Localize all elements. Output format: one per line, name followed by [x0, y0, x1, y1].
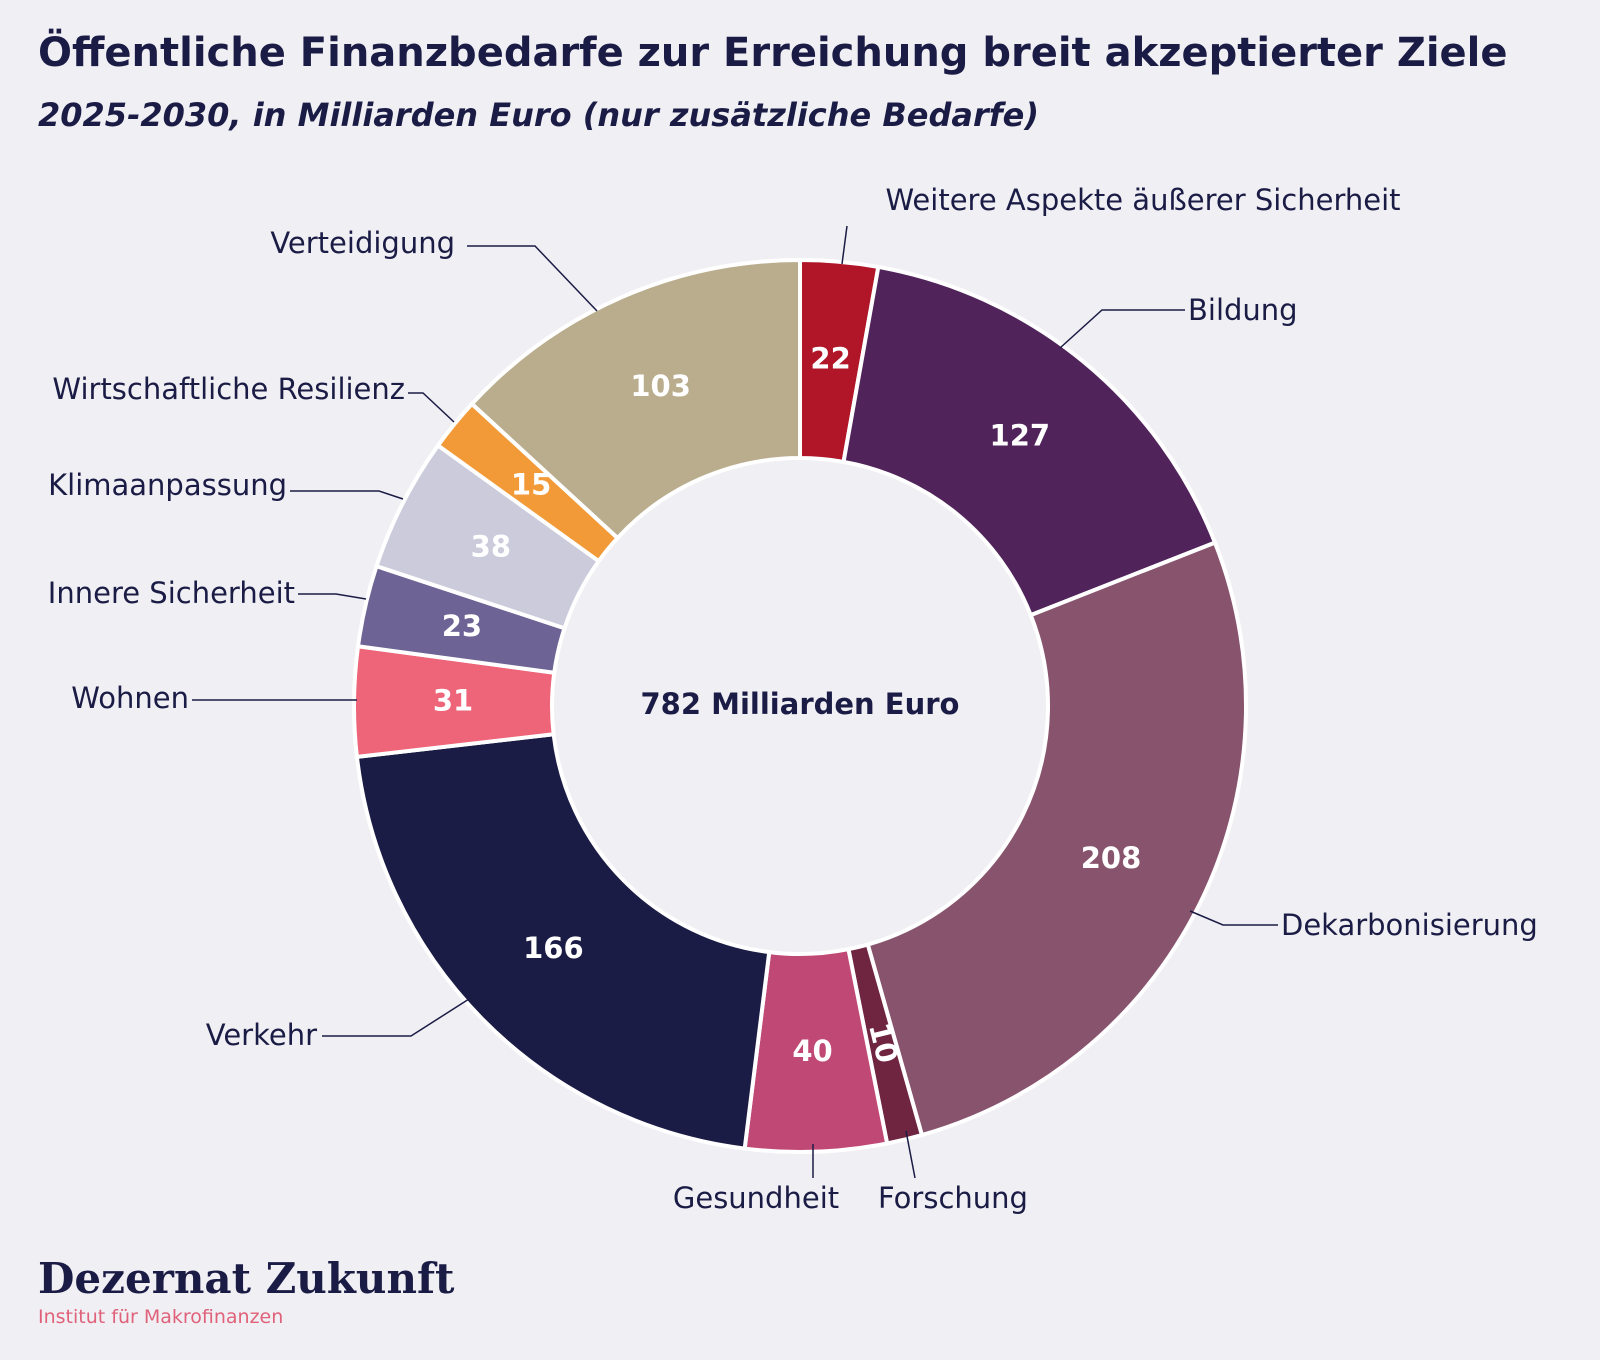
leader-line-bildung — [1059, 309, 1185, 349]
leader-line-verkehr — [322, 998, 470, 1037]
total-center-label: 782 Milliarden Euro — [641, 687, 960, 721]
value-label-innere-sicherheit: 23 — [442, 609, 482, 643]
slice-dekarbonisierung — [865, 539, 1248, 1138]
value-label-wohnen: 31 — [433, 684, 473, 718]
brand-logo: Dezernat Zukunft Institut für Makrofinan… — [38, 1254, 455, 1329]
leader-line-innere-sicherheit — [298, 593, 367, 600]
leader-line-klimaanpassung — [290, 490, 404, 500]
category-label-weitere-aspekte-aeusserer-sicherheit: Weitere Aspekte äußerer Sicherheit — [885, 183, 1400, 217]
slice-verteidigung — [469, 257, 802, 541]
brand-name: Dezernat Zukunft — [38, 1254, 455, 1303]
leader-line-wirtschaftliche-resilienz — [408, 392, 455, 423]
value-label-weitere-aspekte-aeusserer-sicherheit: 22 — [810, 341, 850, 375]
brand-tagline: Institut für Makrofinanzen — [38, 1306, 284, 1328]
value-label-verteidigung: 103 — [630, 369, 691, 403]
slice-verkehr — [354, 732, 772, 1151]
category-label-gesundheit: Gesundheit — [673, 1181, 839, 1215]
category-label-forschung: Forschung — [878, 1181, 1028, 1215]
category-label-innere-sicherheit: Innere Sicherheit — [48, 576, 295, 610]
value-label-gesundheit: 40 — [792, 1034, 832, 1068]
leader-line-verteidigung — [467, 245, 598, 312]
value-label-verkehr: 166 — [523, 931, 584, 965]
category-label-wohnen: Wohnen — [71, 681, 189, 715]
value-label-wirtschaftliche-resilienz: 15 — [511, 468, 551, 502]
category-label-bildung: Bildung — [1188, 293, 1298, 327]
category-label-verkehr: Verkehr — [206, 1018, 317, 1052]
category-label-wirtschaftliche-resilienz: Wirtschaftliche Resilienz — [52, 372, 405, 406]
value-label-bildung: 127 — [990, 419, 1051, 453]
leader-line-forschung — [905, 1130, 916, 1179]
leader-line-dekarbonisierung — [1189, 910, 1278, 926]
chart-title: Öffentliche Finanzbedarfe zur Erreichung… — [38, 30, 1508, 76]
leader-lines — [192, 225, 1278, 1179]
category-labels: Weitere Aspekte äußerer Sicherheit Bildun… — [48, 183, 1538, 1215]
leader-line-weitere-aspekte-aeusserer-sicherheit — [841, 225, 848, 265]
donut-slices — [352, 257, 1248, 1154]
chart-subtitle: 2025-2030, in Milliarden Euro (nur zusät… — [38, 96, 1039, 134]
category-label-verteidigung: Verteidigung — [270, 226, 455, 260]
value-label-klimaanpassung: 38 — [471, 529, 511, 563]
category-label-klimaanpassung: Klimaanpassung — [48, 468, 287, 502]
category-label-dekarbonisierung: Dekarbonisierung — [1281, 908, 1538, 942]
slice-bildung — [841, 264, 1218, 618]
value-label-dekarbonisierung: 208 — [1081, 841, 1142, 875]
